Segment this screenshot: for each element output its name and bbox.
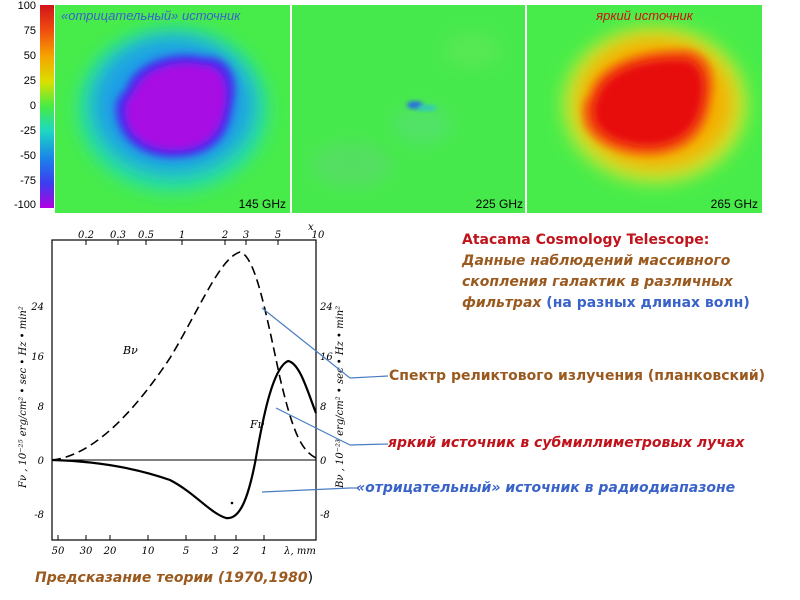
bottom-axis-label: λ, mm [283,546,316,557]
annotation-planck: Спектр реликтового излучения (планковски… [389,368,766,384]
colorbar-tick: -25 [20,125,36,137]
panel-frequency: 265 GHz [710,197,758,211]
colorbar-tick: -75 [20,175,36,187]
colorbar-tick: 75 [23,25,36,37]
curve-dot [230,501,234,505]
left-tick: -8 [34,510,44,521]
right-axis-label: Bν , 10⁻²³ erg/cm² • sec • Hz • min² [335,306,346,489]
curve-label-planck: Bν [122,344,138,357]
bottom-tick: 50 [52,546,65,557]
top-tick: 1 [179,230,185,241]
heatmap-panel-145ghz: «отрицательный» источник 145 GHz [55,5,290,213]
bottom-tick: 30 [80,546,93,557]
colorbar-tick: 50 [23,50,36,62]
top-tick: 0.5 [138,230,154,241]
colorbar-ticks: 100 75 50 25 0 -25 -50 -75 -100 [0,0,40,215]
colorbar-tick: 25 [23,75,36,87]
theory-caption-paren: ) [307,570,314,586]
colorbar [40,5,54,208]
right-tick: -8 [320,510,330,521]
title-line-2: Данные наблюдений массивного [462,253,731,269]
title-block: Atacama Cosmology Telescope: Данные набл… [462,230,798,314]
planck-curve [51,251,317,461]
top-tick: 2 [221,230,228,241]
bottom-tick: 20 [103,546,117,557]
left-tick: 0 [38,456,45,467]
bottom-tick: 3 [212,546,218,557]
annotation-bright-source: яркий источник в субмиллиметровых лучах [388,435,745,451]
left-tick: 24 [30,302,44,313]
title-line-4-main: фильтрах [462,295,542,311]
top-axis-label: x [308,222,314,233]
top-tick: 10 [312,230,325,241]
right-tick: 8 [320,402,326,413]
left-tick: 8 [38,402,44,413]
spectrum-graph: x 0.2 0.3 0.5 1 2 3 5 10 50 30 20 10 5 3… [18,222,350,557]
panel-label-bright: яркий источник [596,8,693,23]
top-tick: 5 [275,230,281,241]
panel-label-negative: «отрицательный» источник [61,8,241,23]
title-line-4-paren: (на разных длинах волн) [546,295,750,311]
theory-caption: Предсказание теории (1970,1980) [35,570,313,586]
bottom-tick-marks [57,535,265,540]
top-tick: 0.2 [78,230,94,241]
panel-frequency: 145 GHz [238,197,286,211]
heatmap-145ghz-image [55,5,290,213]
heatmap-panel-265ghz: яркий источник 265 GHz [527,5,762,213]
title-line-4: фильтрах (на разных длинах волн) [462,293,798,314]
annotation-arrows [261,307,350,493]
colorbar-tick: -50 [20,150,36,162]
colorbar-tick: 0 [29,100,36,112]
curve-label-f: Fν [249,418,265,431]
right-tick: 24 [319,302,333,313]
top-tick: 3 [243,230,249,241]
right-tick: 0 [320,456,327,467]
heatmap-panel-225ghz: 225 GHz [292,5,527,213]
annotation-arrow-extensions [350,375,389,489]
heatmap-265ghz-image [527,5,762,213]
colorbar-tick: 100 [17,0,36,12]
graph-frame [51,239,317,541]
top-tick-marks [85,240,279,245]
theory-caption-text: Предсказание теории (1970,1980 [35,570,308,586]
top-tick: 0.3 [110,230,126,241]
annotation-negative-source: «отрицательный» источник в радиодиапазон… [356,480,736,496]
left-tick: 16 [31,352,44,363]
heatmap-225ghz-image [292,5,525,213]
left-axis-label: Fν , 10⁻²⁵ erg/cm² • sec • Hz • min² [18,306,29,489]
title-line-telescope: Atacama Cosmology Telescope: [462,232,710,248]
bottom-tick: 5 [183,546,189,557]
bottom-tick: 2 [232,546,239,557]
bottom-tick: 10 [142,546,155,557]
bottom-tick: 1 [261,546,267,557]
distortion-curve [51,359,318,520]
title-line-3: скопления галактик в различных [462,274,733,290]
panel-frequency: 225 GHz [475,197,523,211]
right-tick: 16 [320,352,333,363]
colorbar-tick: -100 [13,199,36,211]
